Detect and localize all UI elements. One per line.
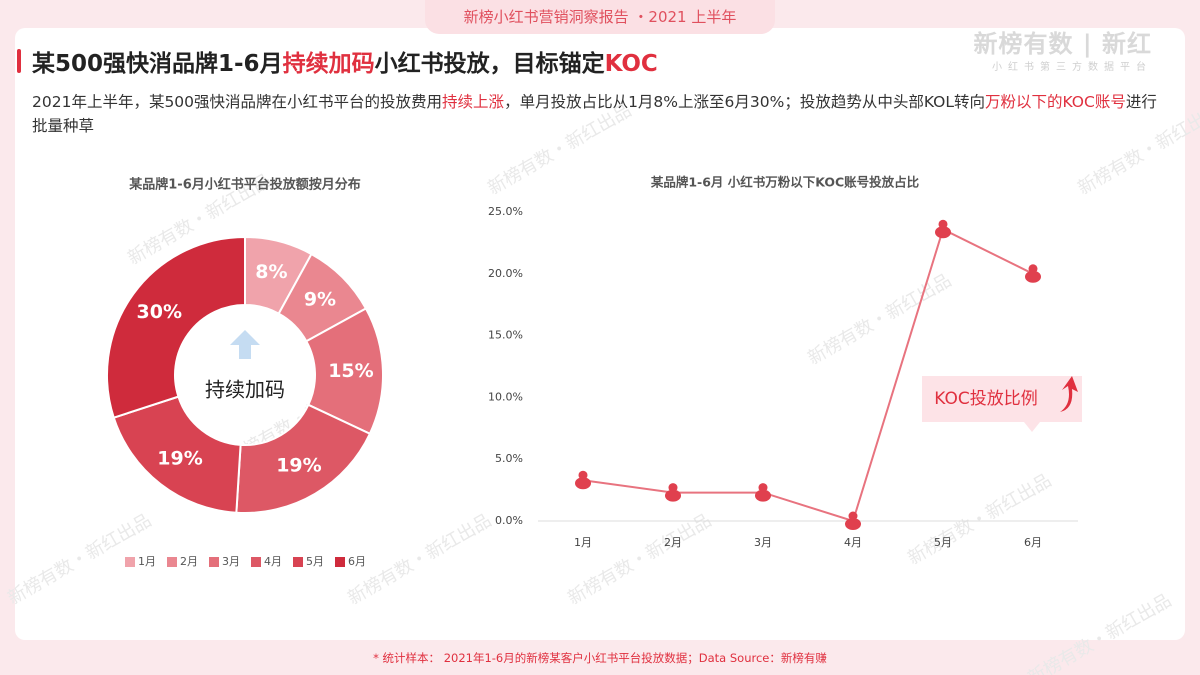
y-tick-label: 5.0% [495, 452, 523, 465]
watermark: 新榜有数・新红出品 [564, 510, 715, 609]
data-label: 8% [255, 261, 287, 283]
x-tick-label: 5月 [934, 536, 952, 549]
text-segment: 持续加码 [282, 51, 375, 77]
point [575, 477, 591, 490]
arrow-icon [230, 330, 260, 359]
chart-title: 某品牌1-6月 小红书万粉以下KOC账号投放占比 [651, 175, 920, 190]
text-segment: KOC [604, 51, 658, 77]
legend-label: 5月 [306, 555, 324, 568]
x-tick-label: 3月 [754, 536, 772, 549]
text-segment: ，单月投放占比从1月8%上涨至6月30%；投放趋势从中头部KOL转向 [504, 93, 985, 111]
watermark: 新榜有数・新红出品 [904, 470, 1055, 569]
text-segment: 某500强快消品牌1-6月 [32, 51, 283, 77]
x-tick-label: 1月 [574, 536, 592, 549]
y-tick-label: 10.0% [488, 390, 523, 403]
data-label: 30% [137, 301, 182, 323]
line [582, 227, 1034, 523]
text-segment: 进行批量种草 [32, 93, 1157, 135]
title-bar [17, 49, 21, 73]
center-label: 持续加码 [205, 378, 285, 402]
legend-label: 6月 [348, 555, 366, 568]
legend-label: 2月 [180, 555, 198, 568]
watermark: 新榜有数・新红出品 [804, 270, 955, 369]
legend-swatch [251, 557, 261, 567]
data-label: 19% [276, 455, 321, 477]
point [1025, 270, 1041, 283]
x-tick-label: 4月 [844, 536, 862, 549]
point [755, 489, 771, 502]
watermark: 新榜有数・新红出品 [1074, 100, 1200, 199]
point [845, 518, 861, 530]
footnote: * 统计样本： 2021年1-6月的新榜某客户小红书平台投放数据；Data So… [373, 651, 827, 665]
x-tick-label: 2月 [664, 536, 682, 549]
annotation-arrow [1060, 376, 1078, 412]
data-label: 9% [304, 289, 336, 311]
banner: 新榜小红书营销洞察报告 ・2021 上半年 [425, 0, 775, 34]
legend-label: 1月 [138, 555, 156, 568]
point [665, 489, 681, 502]
legend-swatch [125, 557, 135, 567]
watermark: 新榜有数・新红出品 [344, 510, 495, 609]
text-segment: 2021年上半年，某500强快消品牌在小红书平台的投放费用 [32, 93, 443, 111]
legend-swatch [167, 557, 177, 567]
x-tick-label: 6月 [1024, 536, 1042, 549]
data-label: 19% [157, 447, 202, 469]
legend-label: 3月 [222, 555, 240, 568]
donut-slice [235, 403, 372, 514]
legend-swatch [293, 557, 303, 567]
legend-swatch [335, 557, 345, 567]
watermark: 新榜有数・新红出品 [484, 100, 635, 199]
text-segment: 小红书投放，目标锚定 [374, 51, 605, 77]
logo-subtitle: 小红书第三方数据平台 [992, 62, 1152, 73]
text-segment: 万粉以下的KOC账号 [984, 93, 1126, 111]
y-tick-label: 15.0% [488, 329, 523, 342]
data-label: 15% [328, 360, 373, 382]
title: 某500强快消品牌1-6月持续加码小红书投放，目标锚定KOC [32, 44, 658, 78]
annotation: KOC投放比例 [934, 389, 1037, 409]
y-tick-label: 0.0% [495, 514, 523, 527]
text-segment: 持续上涨 [442, 93, 505, 111]
y-tick-label: 25.0% [488, 205, 523, 218]
watermark: 新榜有数・新红出品 [1024, 590, 1175, 675]
card [15, 28, 1185, 640]
donut-slice [106, 235, 246, 419]
chart-title: 某品牌1-6月小红书平台投放额按月分布 [128, 177, 361, 193]
description: 2021年上半年，某500强快消品牌在小红书平台的投放费用持续上涨，单月投放占比… [32, 90, 1172, 138]
annotation-box [922, 376, 1082, 432]
legend-label: 4月 [264, 555, 282, 568]
legend-swatch [209, 557, 219, 567]
donut-slice [112, 395, 242, 514]
y-tick-label: 20.0% [488, 267, 523, 280]
point [935, 226, 951, 239]
logo: 新榜有数 | 新红 [973, 30, 1152, 58]
